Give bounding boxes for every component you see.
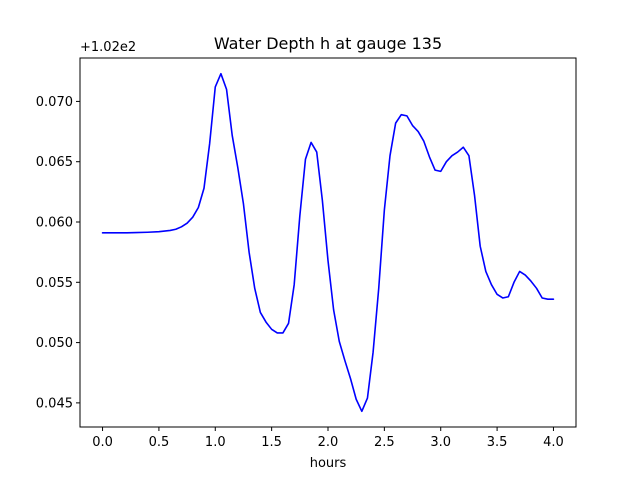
- axes-frame: [79, 57, 577, 428]
- x-axis-label: hours: [310, 456, 347, 471]
- y-tick-label: 0.065: [36, 155, 73, 170]
- y-tick-label: 0.070: [36, 95, 73, 110]
- x-tick-label: 3.5: [487, 435, 508, 450]
- y-tick-label: 0.050: [36, 336, 73, 351]
- x-tick-label: 2.5: [374, 435, 395, 450]
- x-tick-label: 2.0: [318, 435, 339, 450]
- y-tick-label: 0.060: [36, 216, 73, 231]
- y-tick-label: 0.045: [36, 396, 73, 411]
- series-line-0: [101, 72, 555, 413]
- x-tick-label: 3.0: [430, 435, 451, 450]
- x-tick-label: 1.5: [261, 435, 282, 450]
- plot-area: 0.0 0.5 1.0 1.5 2.0 2.5 3.0 3.5 4.0 0.045 0.050 0.0…: [36, 57, 577, 450]
- x-tick-label: 0.5: [149, 435, 170, 450]
- x-tick-label: 0.0: [92, 435, 113, 450]
- y-axis-offset-label: +1.02e2: [80, 40, 136, 55]
- x-tick-label: 4.0: [543, 435, 564, 450]
- chart-title: Water Depth h at gauge 135: [214, 34, 442, 53]
- y-tick-label: 0.055: [36, 276, 73, 291]
- x-tick-label: 1.0: [205, 435, 226, 450]
